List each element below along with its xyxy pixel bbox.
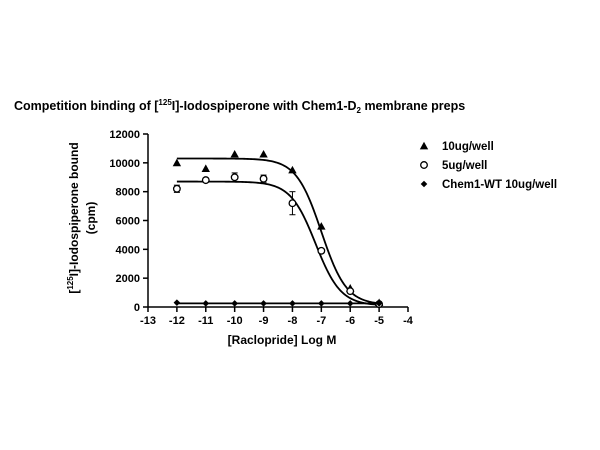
x-tick-label: -11 <box>198 315 213 327</box>
y-tick-label: 10000 <box>109 158 140 170</box>
data-point-circle <box>172 184 181 193</box>
data-point-triangle <box>172 158 182 167</box>
axes: -13 -12 -11 -10 -9 -8 -7 -6 -5 -4 0 2000 4000 6000 800… <box>109 129 413 327</box>
x-tick-label: -8 <box>288 315 298 327</box>
title-part-mid: I]-Iodospiperone with Chem1-D <box>172 99 357 113</box>
legend-label: 5ug/well <box>442 160 487 172</box>
legend-label: Chem1-WT 10ug/well <box>442 179 557 191</box>
legend: 10ug/well 5ug/well Chem1-WT 10ug/well <box>419 141 557 191</box>
data-point-diamond <box>318 300 325 307</box>
data-point-circle <box>259 174 268 183</box>
data-point-diamond <box>202 300 210 307</box>
legend-label: 10ug/well <box>442 141 494 153</box>
y-tick-label: 8000 <box>116 187 140 199</box>
x-tick-label: -5 <box>374 315 384 327</box>
x-tick-label: -4 <box>403 315 414 327</box>
chart-title: Competition binding of [125I]-Iodospiper… <box>14 98 465 115</box>
x-tick-label: -7 <box>316 315 326 327</box>
data-point-diamond <box>289 300 296 307</box>
data-point-circle <box>346 287 355 296</box>
y-tick-label: 4000 <box>116 244 140 256</box>
data-point-diamond <box>231 300 238 307</box>
data-point-circle <box>288 199 297 208</box>
data-point-diamond <box>260 300 267 307</box>
title-superscript: 125 <box>158 98 172 107</box>
y-title-superscript: 125 <box>66 276 75 290</box>
data-point-diamond <box>346 300 354 307</box>
y-title-mid: I]-Iodospiperone bound <box>67 142 81 276</box>
x-tick-label: -13 <box>140 315 156 327</box>
y-axis-title-line2: (cpm) <box>84 202 98 235</box>
data-point-diamond <box>173 299 181 306</box>
data-point-circle <box>317 246 326 255</box>
data-point-triangle <box>201 164 210 172</box>
title-part-pre: Competition binding of [ <box>14 99 159 113</box>
y-tick-label: 0 <box>134 302 140 314</box>
data-point-circle <box>201 176 210 185</box>
x-tick-label: -12 <box>169 315 185 327</box>
legend-marker-diamond <box>420 180 428 188</box>
title-part-post: membrane preps <box>361 99 465 113</box>
data-markers <box>172 149 384 309</box>
data-point-circle <box>230 173 239 182</box>
fit-curve-2 <box>176 180 380 306</box>
data-point-triangle <box>230 149 239 158</box>
legend-marker-circle <box>420 161 428 169</box>
y-axis-title-line1: [125I]-Iodospiperone bound <box>66 142 81 293</box>
title-subscript: 2 <box>357 106 362 115</box>
y-tick-label: 12000 <box>109 129 140 141</box>
data-point-triangle <box>288 165 297 174</box>
x-tick-label: -9 <box>259 315 269 327</box>
fit-curve-1 <box>176 157 380 305</box>
y-title-pre: [ <box>67 290 81 294</box>
y-axis-title: [125I]-Iodospiperone bound (cpm) <box>66 142 98 293</box>
fit-curves <box>176 157 380 306</box>
data-point-triangle <box>317 222 326 230</box>
data-point-diamond <box>375 300 383 307</box>
legend-marker-triangle <box>419 141 429 150</box>
y-tick-label: 6000 <box>116 216 140 228</box>
data-point-triangle <box>259 149 268 158</box>
y-tick-label: 2000 <box>116 273 140 285</box>
x-axis-title: [Raclopride] Log M <box>228 333 337 347</box>
x-tick-label: -6 <box>345 315 355 327</box>
x-tick-label: -10 <box>227 315 243 327</box>
